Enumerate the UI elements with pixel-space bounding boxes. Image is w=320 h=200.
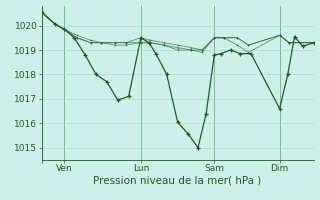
X-axis label: Pression niveau de la mer( hPa ): Pression niveau de la mer( hPa ): [93, 176, 262, 186]
